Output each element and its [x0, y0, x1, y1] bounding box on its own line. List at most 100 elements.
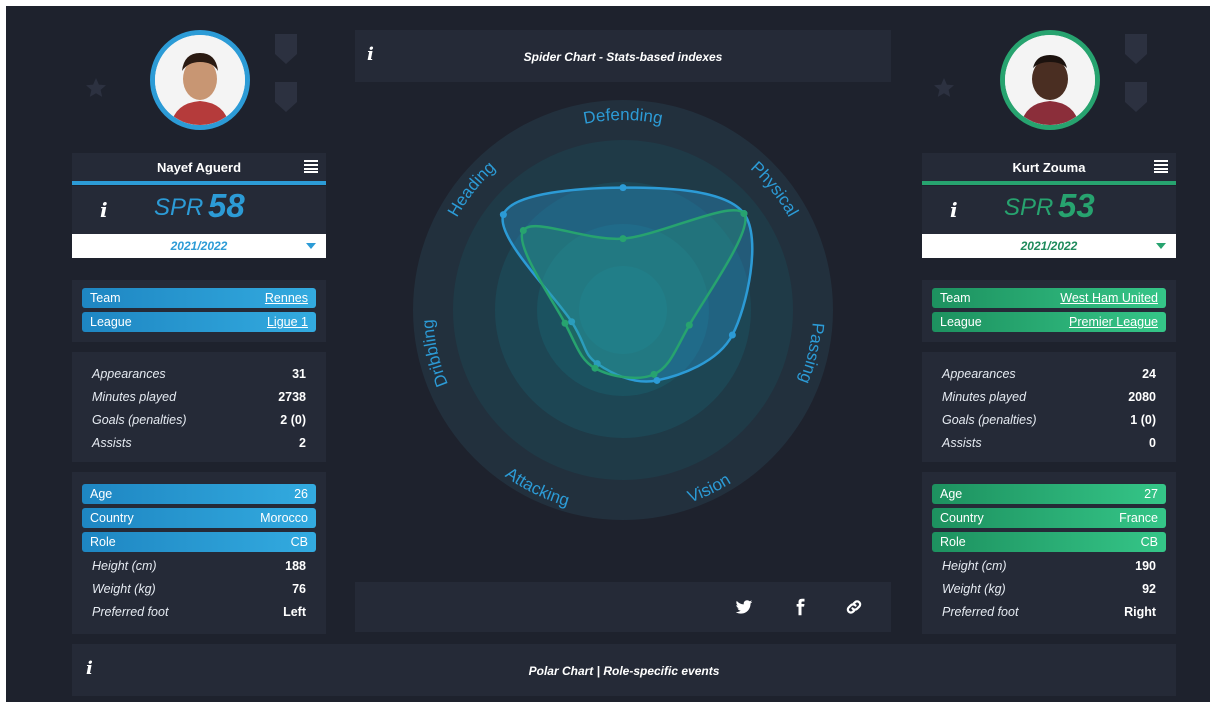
season-value-left: 2021/2022: [170, 239, 228, 253]
player-accent-line-right: [922, 181, 1176, 185]
spr-info-icon-right[interactable]: i: [950, 198, 958, 222]
stat-row: Minutes played 2738: [92, 386, 306, 408]
team-link-right[interactable]: West Ham United: [1060, 291, 1158, 305]
spr-info-icon-left[interactable]: i: [100, 198, 108, 222]
chevron-down-icon-left: [306, 243, 316, 249]
season-value-right: 2021/2022: [1020, 239, 1078, 253]
league-pill-right: League Premier League: [932, 312, 1166, 332]
league-label-right: League: [940, 315, 982, 329]
bio-pill-age: Age 27: [932, 484, 1166, 504]
bio-row: Height (cm) 190: [942, 555, 1156, 577]
stat-label: Minutes played: [92, 390, 177, 404]
stat-value: 2 (0): [280, 413, 306, 427]
radar-ring: [579, 266, 667, 354]
spr-label-right: SPR: [1004, 194, 1054, 221]
favorite-star-icon[interactable]: [84, 76, 108, 100]
stat-label: Goals (penalties): [92, 413, 187, 427]
bio-pill-label: Age: [90, 487, 113, 501]
season-select-right[interactable]: 2021/2022: [922, 234, 1176, 258]
bio-pill-value: France: [1119, 511, 1158, 525]
bio-pill-age: Age 26: [82, 484, 316, 504]
bio-pill-label: Country: [940, 511, 984, 525]
stat-label: Goals (penalties): [942, 413, 1037, 427]
spider-chart: DefendingPhysicalPassingVisionAttackingD…: [413, 100, 833, 520]
polar-info-icon[interactable]: i: [86, 658, 93, 679]
top11-badge-icon-right: [1125, 34, 1147, 64]
stat-value: Right: [1124, 605, 1156, 619]
polar-chart-header: i Polar Chart | Role-specific events: [72, 644, 1176, 696]
bio-row: Preferred foot Right: [942, 601, 1156, 623]
topu23-badge-icon-right: [1125, 82, 1147, 112]
spr-value-right: 53: [1058, 187, 1095, 224]
stat-label: Appearances: [942, 367, 1016, 381]
stat-label: Appearances: [92, 367, 166, 381]
stat-value: 24: [1142, 367, 1156, 381]
bio-pill-label: Role: [90, 535, 116, 549]
stat-label: Preferred foot: [942, 605, 1019, 619]
spider-chart-title: Spider Chart - Stats-based indexes: [523, 50, 723, 64]
radar-point[interactable]: [568, 318, 576, 326]
stat-row: Goals (penalties) 2 (0): [92, 409, 306, 431]
team-pill-right: Team West Ham United: [932, 288, 1166, 308]
bio-pill-value: Morocco: [260, 511, 308, 525]
facebook-icon[interactable]: [791, 598, 809, 616]
menu-icon-right[interactable]: [1154, 159, 1168, 173]
radar-point[interactable]: [650, 370, 658, 378]
stat-label: Preferred foot: [92, 605, 169, 619]
radar-point[interactable]: [740, 210, 748, 218]
stat-label: Assists: [92, 436, 132, 450]
stat-value: 31: [292, 367, 306, 381]
team-label-left: Team: [90, 291, 121, 305]
favorite-star-icon-right[interactable]: [932, 76, 956, 100]
menu-icon-left[interactable]: [304, 159, 318, 173]
radar-point[interactable]: [499, 211, 507, 219]
radar-point[interactable]: [519, 227, 527, 235]
stat-value: 2738: [278, 390, 306, 404]
stat-label: Height (cm): [92, 559, 157, 573]
bio-row: Preferred foot Left: [92, 601, 306, 623]
bio-pill-role: Role CB: [932, 532, 1166, 552]
stat-row: Minutes played 2080: [942, 386, 1156, 408]
stat-label: Height (cm): [942, 559, 1007, 573]
bio-pill-value: 26: [294, 487, 308, 501]
bio-pill-value: CB: [290, 535, 308, 549]
bio-row: Weight (kg) 92: [942, 578, 1156, 600]
radar-point[interactable]: [619, 235, 627, 243]
radar-point[interactable]: [561, 319, 569, 327]
stat-label: Minutes played: [942, 390, 1027, 404]
spider-info-icon[interactable]: i: [367, 44, 374, 65]
player-name-left: Nayef Aguerd: [156, 159, 242, 175]
twitter-icon[interactable]: [735, 598, 753, 616]
stat-value: 0: [1149, 436, 1156, 450]
bio-row: Weight (kg) 76: [92, 578, 306, 600]
stat-label: Weight (kg): [942, 582, 1006, 596]
spider-chart-header: i Spider Chart - Stats-based indexes: [355, 30, 891, 82]
bio-row: Height (cm) 188: [92, 555, 306, 577]
season-select-left[interactable]: 2021/2022: [72, 234, 326, 258]
player-name-bar-left: Nayef Aguerd: [72, 153, 326, 181]
chevron-down-icon-right: [1156, 243, 1166, 249]
stat-row: Goals (penalties) 1 (0): [942, 409, 1156, 431]
spr-value-left: 58: [208, 187, 245, 224]
bio-pill-label: Country: [90, 511, 134, 525]
bio-pill-role: Role CB: [82, 532, 316, 552]
stat-value: 2: [299, 436, 306, 450]
radar-point[interactable]: [619, 184, 627, 192]
radar-point[interactable]: [685, 321, 693, 329]
link-icon[interactable]: [845, 598, 863, 616]
stat-value: 2080: [1128, 390, 1156, 404]
radar-point[interactable]: [591, 364, 599, 372]
league-pill-left: League Ligue 1: [82, 312, 316, 332]
stat-label: Assists: [942, 436, 982, 450]
team-link-left[interactable]: Rennes: [264, 291, 308, 305]
league-link-left[interactable]: Ligue 1: [266, 315, 308, 329]
stat-value: 1 (0): [1130, 413, 1156, 427]
share-bar: [355, 582, 891, 632]
radar-point[interactable]: [653, 376, 661, 384]
radar-point[interactable]: [728, 331, 736, 339]
stat-row: Appearances 24: [942, 363, 1156, 385]
bio-pill-label: Age: [940, 487, 963, 501]
league-link-right[interactable]: Premier League: [1069, 315, 1158, 329]
spr-label-left: SPR: [154, 194, 204, 221]
app-frame: Nayef Aguerd i SPR 58 2021/2022 Team Ren…: [6, 6, 1210, 702]
